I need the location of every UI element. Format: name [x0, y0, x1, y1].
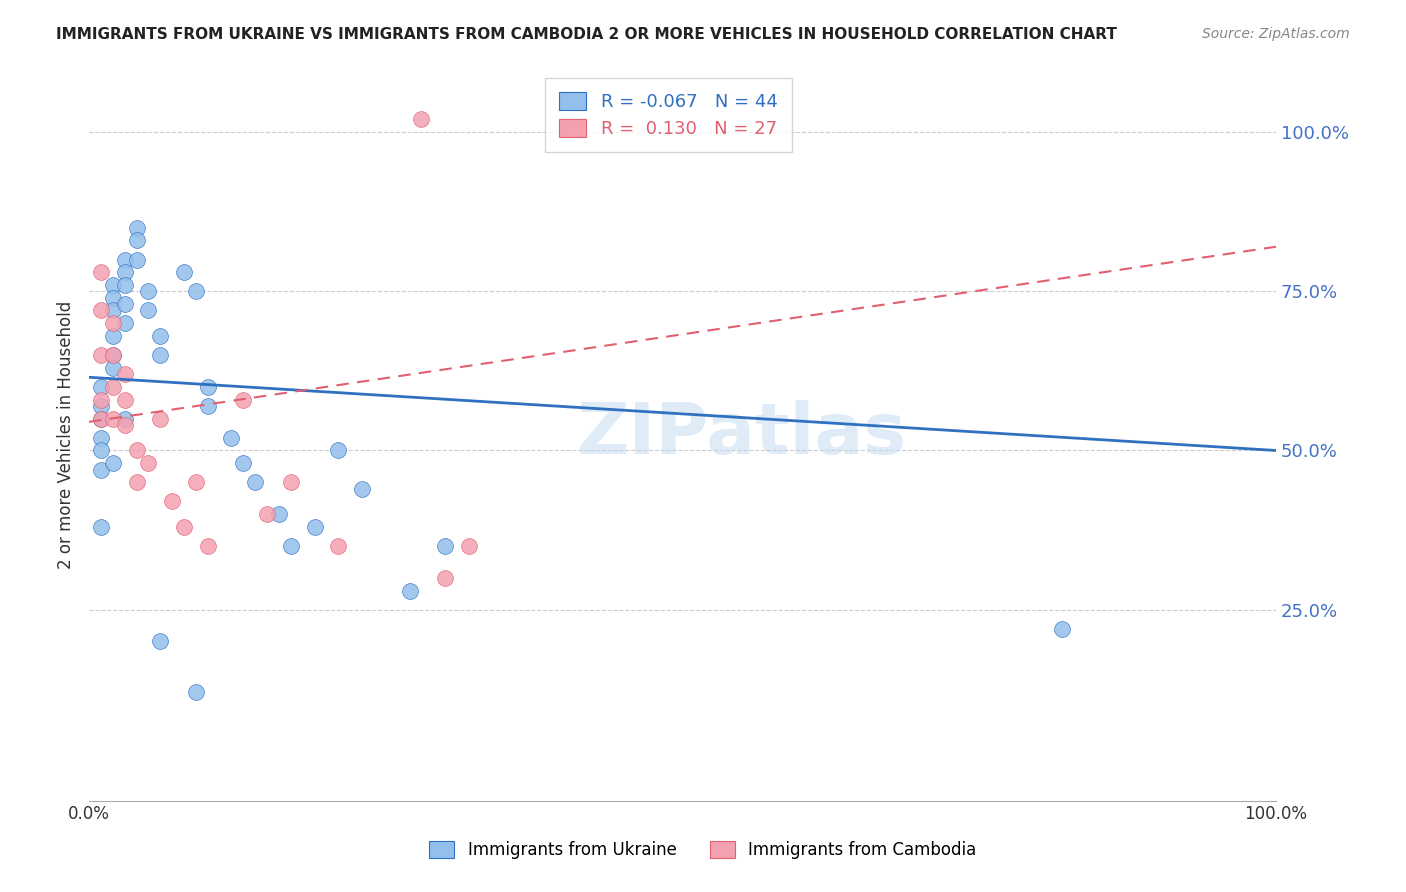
Immigrants from Cambodia — [114, 417, 136, 432]
Immigrants from Ukraine — [197, 399, 219, 413]
Immigrants from Cambodia — [280, 475, 302, 490]
Text: Source: ZipAtlas.com: Source: ZipAtlas.com — [1202, 27, 1350, 41]
Immigrants from Ukraine — [90, 380, 112, 394]
Immigrants from Ukraine — [101, 303, 124, 318]
Immigrants from Ukraine — [101, 456, 124, 470]
Immigrants from Ukraine — [328, 443, 350, 458]
Immigrants from Ukraine — [184, 285, 207, 299]
Text: ZIPatlas: ZIPatlas — [576, 401, 907, 469]
Immigrants from Ukraine — [304, 520, 326, 534]
Immigrants from Ukraine — [125, 220, 148, 235]
Immigrants from Ukraine — [101, 348, 124, 362]
Immigrants from Cambodia — [197, 539, 219, 553]
Immigrants from Cambodia — [328, 539, 350, 553]
Immigrants from Cambodia — [90, 348, 112, 362]
Immigrants from Cambodia — [90, 411, 112, 425]
Immigrants from Cambodia — [101, 316, 124, 330]
Immigrants from Cambodia — [114, 392, 136, 407]
Immigrants from Ukraine — [138, 303, 160, 318]
Immigrants from Cambodia — [114, 367, 136, 381]
Immigrants from Cambodia — [149, 411, 172, 425]
Immigrants from Cambodia — [90, 303, 112, 318]
Y-axis label: 2 or more Vehicles in Household: 2 or more Vehicles in Household — [58, 301, 75, 569]
Immigrants from Ukraine — [125, 252, 148, 267]
Immigrants from Ukraine — [114, 411, 136, 425]
Immigrants from Cambodia — [125, 443, 148, 458]
Immigrants from Ukraine — [90, 462, 112, 476]
Immigrants from Ukraine — [90, 411, 112, 425]
Immigrants from Cambodia — [184, 475, 207, 490]
Immigrants from Ukraine — [1052, 622, 1074, 636]
Immigrants from Cambodia — [457, 539, 479, 553]
Immigrants from Ukraine — [184, 685, 207, 699]
Immigrants from Cambodia — [256, 507, 278, 521]
Immigrants from Ukraine — [173, 265, 195, 279]
Legend: R = -0.067   N = 44, R =  0.130   N = 27: R = -0.067 N = 44, R = 0.130 N = 27 — [546, 78, 792, 153]
Immigrants from Ukraine — [114, 265, 136, 279]
Immigrants from Cambodia — [138, 456, 160, 470]
Immigrants from Ukraine — [101, 329, 124, 343]
Immigrants from Ukraine — [114, 297, 136, 311]
Immigrants from Ukraine — [90, 431, 112, 445]
Immigrants from Ukraine — [114, 316, 136, 330]
Immigrants from Cambodia — [434, 571, 457, 585]
Immigrants from Cambodia — [173, 520, 195, 534]
Immigrants from Ukraine — [267, 507, 290, 521]
Immigrants from Ukraine — [149, 348, 172, 362]
Immigrants from Cambodia — [160, 494, 183, 508]
Immigrants from Cambodia — [101, 380, 124, 394]
Immigrants from Ukraine — [114, 252, 136, 267]
Immigrants from Ukraine — [221, 431, 243, 445]
Immigrants from Cambodia — [90, 392, 112, 407]
Immigrants from Cambodia — [411, 112, 433, 127]
Immigrants from Cambodia — [101, 411, 124, 425]
Immigrants from Cambodia — [101, 348, 124, 362]
Immigrants from Ukraine — [398, 583, 420, 598]
Immigrants from Ukraine — [114, 277, 136, 292]
Immigrants from Cambodia — [125, 475, 148, 490]
Immigrants from Ukraine — [197, 380, 219, 394]
Immigrants from Ukraine — [125, 234, 148, 248]
Immigrants from Ukraine — [149, 329, 172, 343]
Immigrants from Ukraine — [90, 443, 112, 458]
Immigrants from Ukraine — [245, 475, 267, 490]
Immigrants from Ukraine — [434, 539, 457, 553]
Immigrants from Ukraine — [101, 291, 124, 305]
Immigrants from Ukraine — [352, 482, 374, 496]
Immigrants from Cambodia — [232, 392, 254, 407]
Immigrants from Ukraine — [90, 399, 112, 413]
Immigrants from Ukraine — [149, 634, 172, 648]
Immigrants from Ukraine — [101, 277, 124, 292]
Legend: Immigrants from Ukraine, Immigrants from Cambodia: Immigrants from Ukraine, Immigrants from… — [423, 834, 983, 866]
Immigrants from Ukraine — [232, 456, 254, 470]
Text: IMMIGRANTS FROM UKRAINE VS IMMIGRANTS FROM CAMBODIA 2 OR MORE VEHICLES IN HOUSEH: IMMIGRANTS FROM UKRAINE VS IMMIGRANTS FR… — [56, 27, 1118, 42]
Immigrants from Ukraine — [101, 360, 124, 375]
Immigrants from Ukraine — [280, 539, 302, 553]
Immigrants from Cambodia — [90, 265, 112, 279]
Immigrants from Ukraine — [138, 285, 160, 299]
Immigrants from Ukraine — [90, 520, 112, 534]
